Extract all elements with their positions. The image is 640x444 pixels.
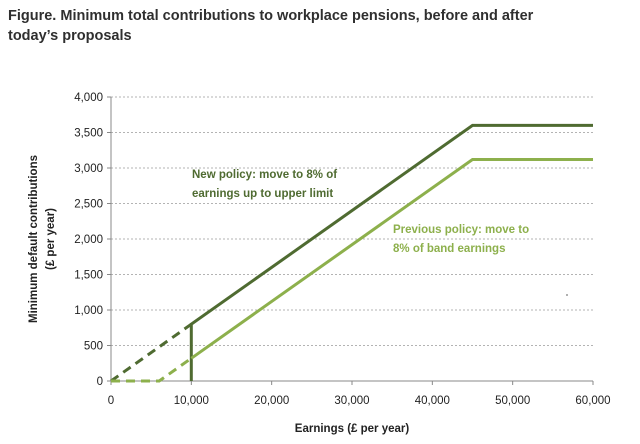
- x-tick-label: 60,000: [575, 395, 610, 407]
- y-axis-label: Minimum default contributions (£ per yea…: [28, 155, 57, 323]
- series-new-policy-dashed: [110, 322, 193, 383]
- y-tick-label: 3,000: [74, 163, 103, 175]
- x-tick-label: 0: [108, 395, 114, 407]
- annotation-previous-policy: Previous policy: move to 8% of band earn…: [393, 224, 529, 255]
- annotation-new-policy-line-2: earnings up to upper limit: [192, 188, 333, 200]
- figure-title-line-1: Figure. Minimum total contributions to w…: [8, 8, 534, 24]
- annotation-previous-policy-line-2: 8% of band earnings: [393, 243, 505, 255]
- stray-dot: [566, 294, 568, 296]
- x-axis-label: Earnings (£ per year): [295, 423, 410, 435]
- series-lines: [110, 123, 593, 383]
- gridlines: [111, 96, 593, 346]
- y-tick-label: 0: [97, 376, 103, 388]
- x-tick-label: 30,000: [334, 395, 369, 407]
- annotation-new-policy-line-1: New policy: move to 8% of: [192, 169, 337, 181]
- y-tick-label: 500: [84, 341, 103, 353]
- series-new-policy-line: [189, 123, 593, 381]
- x-tick-label: 10,000: [174, 395, 209, 407]
- y-tick-label: 2,500: [74, 199, 103, 211]
- y-axis-label-line-2: (£ per year): [45, 208, 57, 270]
- x-tick-label: 20,000: [254, 395, 289, 407]
- series-previous-policy-line: [190, 158, 593, 360]
- annotation-new-policy: New policy: move to 8% of earnings up to…: [192, 169, 337, 200]
- figure-title-line-2: today’s proposals: [8, 28, 132, 44]
- y-tick-label: 3,500: [74, 128, 103, 140]
- x-tick-label: 40,000: [415, 395, 450, 407]
- y-axis-label-line-1: Minimum default contributions: [28, 155, 40, 323]
- x-axis-ticks: 0 10,000 20,000 30,000 40,000 50,000 60,000: [108, 381, 611, 407]
- x-tick-label: 50,000: [495, 395, 530, 407]
- annotation-previous-policy-line-1: Previous policy: move to: [393, 224, 529, 236]
- y-tick-label: 1,000: [74, 305, 103, 317]
- y-tick-label: 4,000: [74, 92, 103, 104]
- y-tick-label: 2,000: [74, 234, 103, 246]
- figure-title: Figure. Minimum total contributions to w…: [8, 6, 628, 46]
- y-axis-ticks: 0 500 1,000 1,500 2,000 2,500 3,000 3,500 4,000: [74, 92, 111, 388]
- y-tick-label: 1,500: [74, 270, 103, 282]
- series-previous-policy-dashed: [111, 357, 193, 383]
